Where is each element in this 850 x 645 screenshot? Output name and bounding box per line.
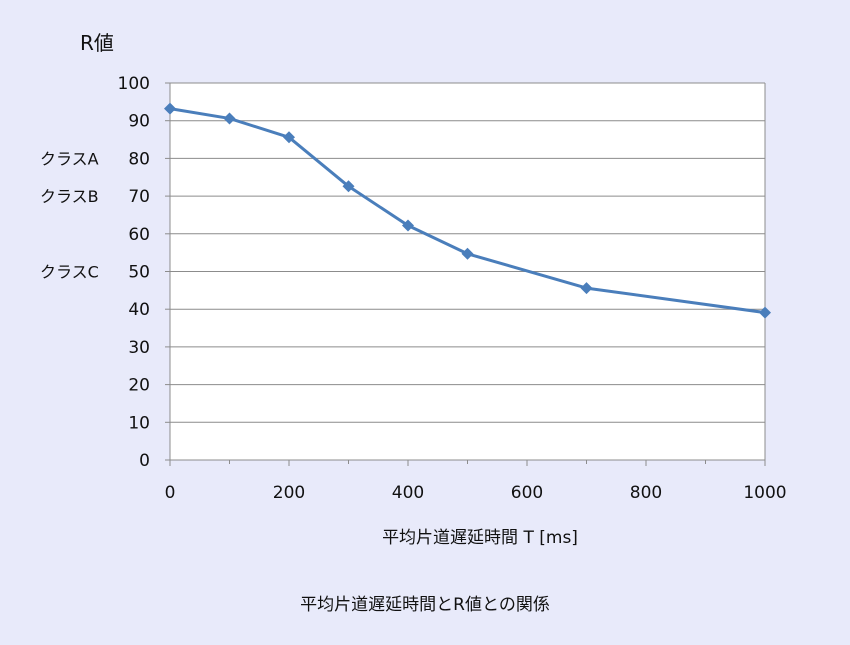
y-tick-label: 80 bbox=[128, 149, 150, 169]
data-point bbox=[223, 112, 236, 125]
gridlines bbox=[170, 82, 765, 423]
y-tick-label: 40 bbox=[128, 300, 150, 320]
y-tick-label: 0 bbox=[139, 451, 150, 471]
y-tick-label: 50 bbox=[128, 263, 150, 283]
y-tick-label: 30 bbox=[128, 338, 150, 358]
series-layer bbox=[164, 102, 771, 319]
y-tick-label: 60 bbox=[128, 225, 150, 245]
x-tick-label: 400 bbox=[392, 483, 424, 503]
figure-caption: 平均片道遅延時間とR値との関係 bbox=[300, 595, 550, 615]
data-point bbox=[580, 282, 593, 295]
x-axis-label: 平均片道遅延時間 T [ms] bbox=[382, 528, 578, 548]
x-tick-labels: 0 200 400 600 800 1000 bbox=[165, 483, 787, 503]
data-point bbox=[402, 219, 414, 232]
y-tick-label: 70 bbox=[128, 187, 150, 207]
data-point bbox=[164, 102, 176, 115]
data-point bbox=[342, 180, 355, 193]
x-tick-label: 800 bbox=[630, 483, 662, 503]
x-tick-label: 200 bbox=[273, 483, 305, 503]
class-label: クラスA bbox=[40, 149, 99, 168]
y-axis-label: R値 bbox=[80, 31, 114, 55]
y-tick-label: 20 bbox=[128, 376, 150, 396]
y-tick-labels: 0 10 20 30 40 50 60 70 80 90 100 bbox=[118, 74, 150, 471]
data-point bbox=[283, 131, 295, 144]
x-tick-label: 600 bbox=[511, 483, 543, 503]
data-point bbox=[759, 306, 771, 319]
class-label: クラスB bbox=[40, 187, 99, 206]
y-tick-label: 10 bbox=[128, 413, 150, 433]
class-labels: クラスA クラスB クラスC bbox=[40, 149, 99, 281]
class-label: クラスC bbox=[40, 263, 99, 282]
series-line bbox=[169, 107, 766, 315]
x-tick-label: 1000 bbox=[743, 483, 786, 503]
y-tick-label: 100 bbox=[118, 74, 150, 94]
axes bbox=[165, 82, 766, 466]
data-point bbox=[461, 247, 474, 260]
y-tick-label: 90 bbox=[128, 112, 150, 132]
x-tick-label: 0 bbox=[165, 483, 176, 503]
